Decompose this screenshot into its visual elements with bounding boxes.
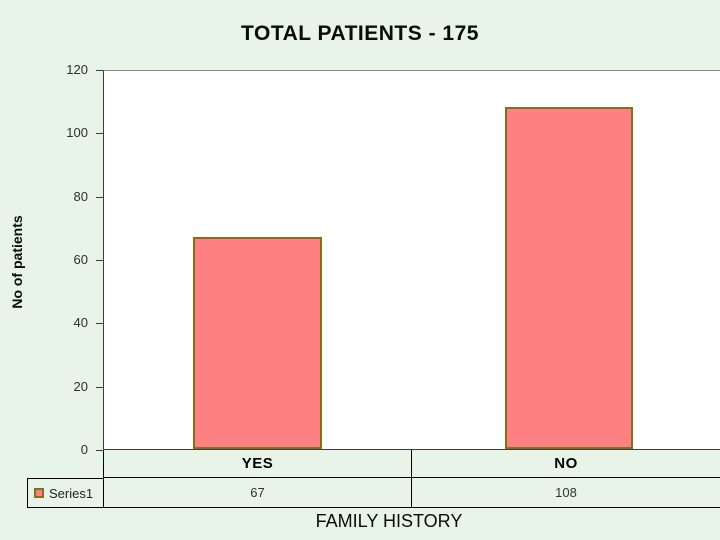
y-axis-title: No of patients bbox=[9, 215, 25, 309]
y-tick-mark bbox=[96, 387, 103, 388]
series-swatch-icon bbox=[34, 488, 44, 498]
y-tick-mark bbox=[96, 70, 103, 71]
y-tick-mark bbox=[96, 197, 103, 198]
y-tick-mark bbox=[96, 450, 103, 451]
table-header-yes: YES bbox=[103, 450, 412, 478]
bar-no bbox=[505, 107, 633, 449]
table-header-no: NO bbox=[412, 450, 720, 478]
y-tick-label: 20 bbox=[73, 378, 88, 394]
plot-area bbox=[103, 70, 720, 450]
y-tick-label: 100 bbox=[66, 125, 88, 141]
bar-yes bbox=[193, 237, 322, 449]
y-tick-label: 40 bbox=[73, 315, 88, 331]
x-axis-title: FAMILY HISTORY bbox=[315, 511, 463, 531]
y-tick-label: 0 bbox=[80, 442, 88, 457]
y-tick-mark bbox=[96, 323, 103, 324]
table-value-no: 108 bbox=[412, 478, 720, 508]
y-tick-mark bbox=[96, 260, 103, 261]
y-tick-label: 120 bbox=[66, 62, 88, 77]
y-tick-mark bbox=[96, 133, 103, 134]
y-tick-label: 80 bbox=[73, 188, 88, 204]
chart-title: TOTAL PATIENTS - 175 bbox=[241, 22, 479, 45]
legend-label: Series1 bbox=[49, 485, 94, 501]
table-value-yes: 67 bbox=[103, 478, 412, 508]
legend-cell: Series1 bbox=[27, 478, 104, 508]
